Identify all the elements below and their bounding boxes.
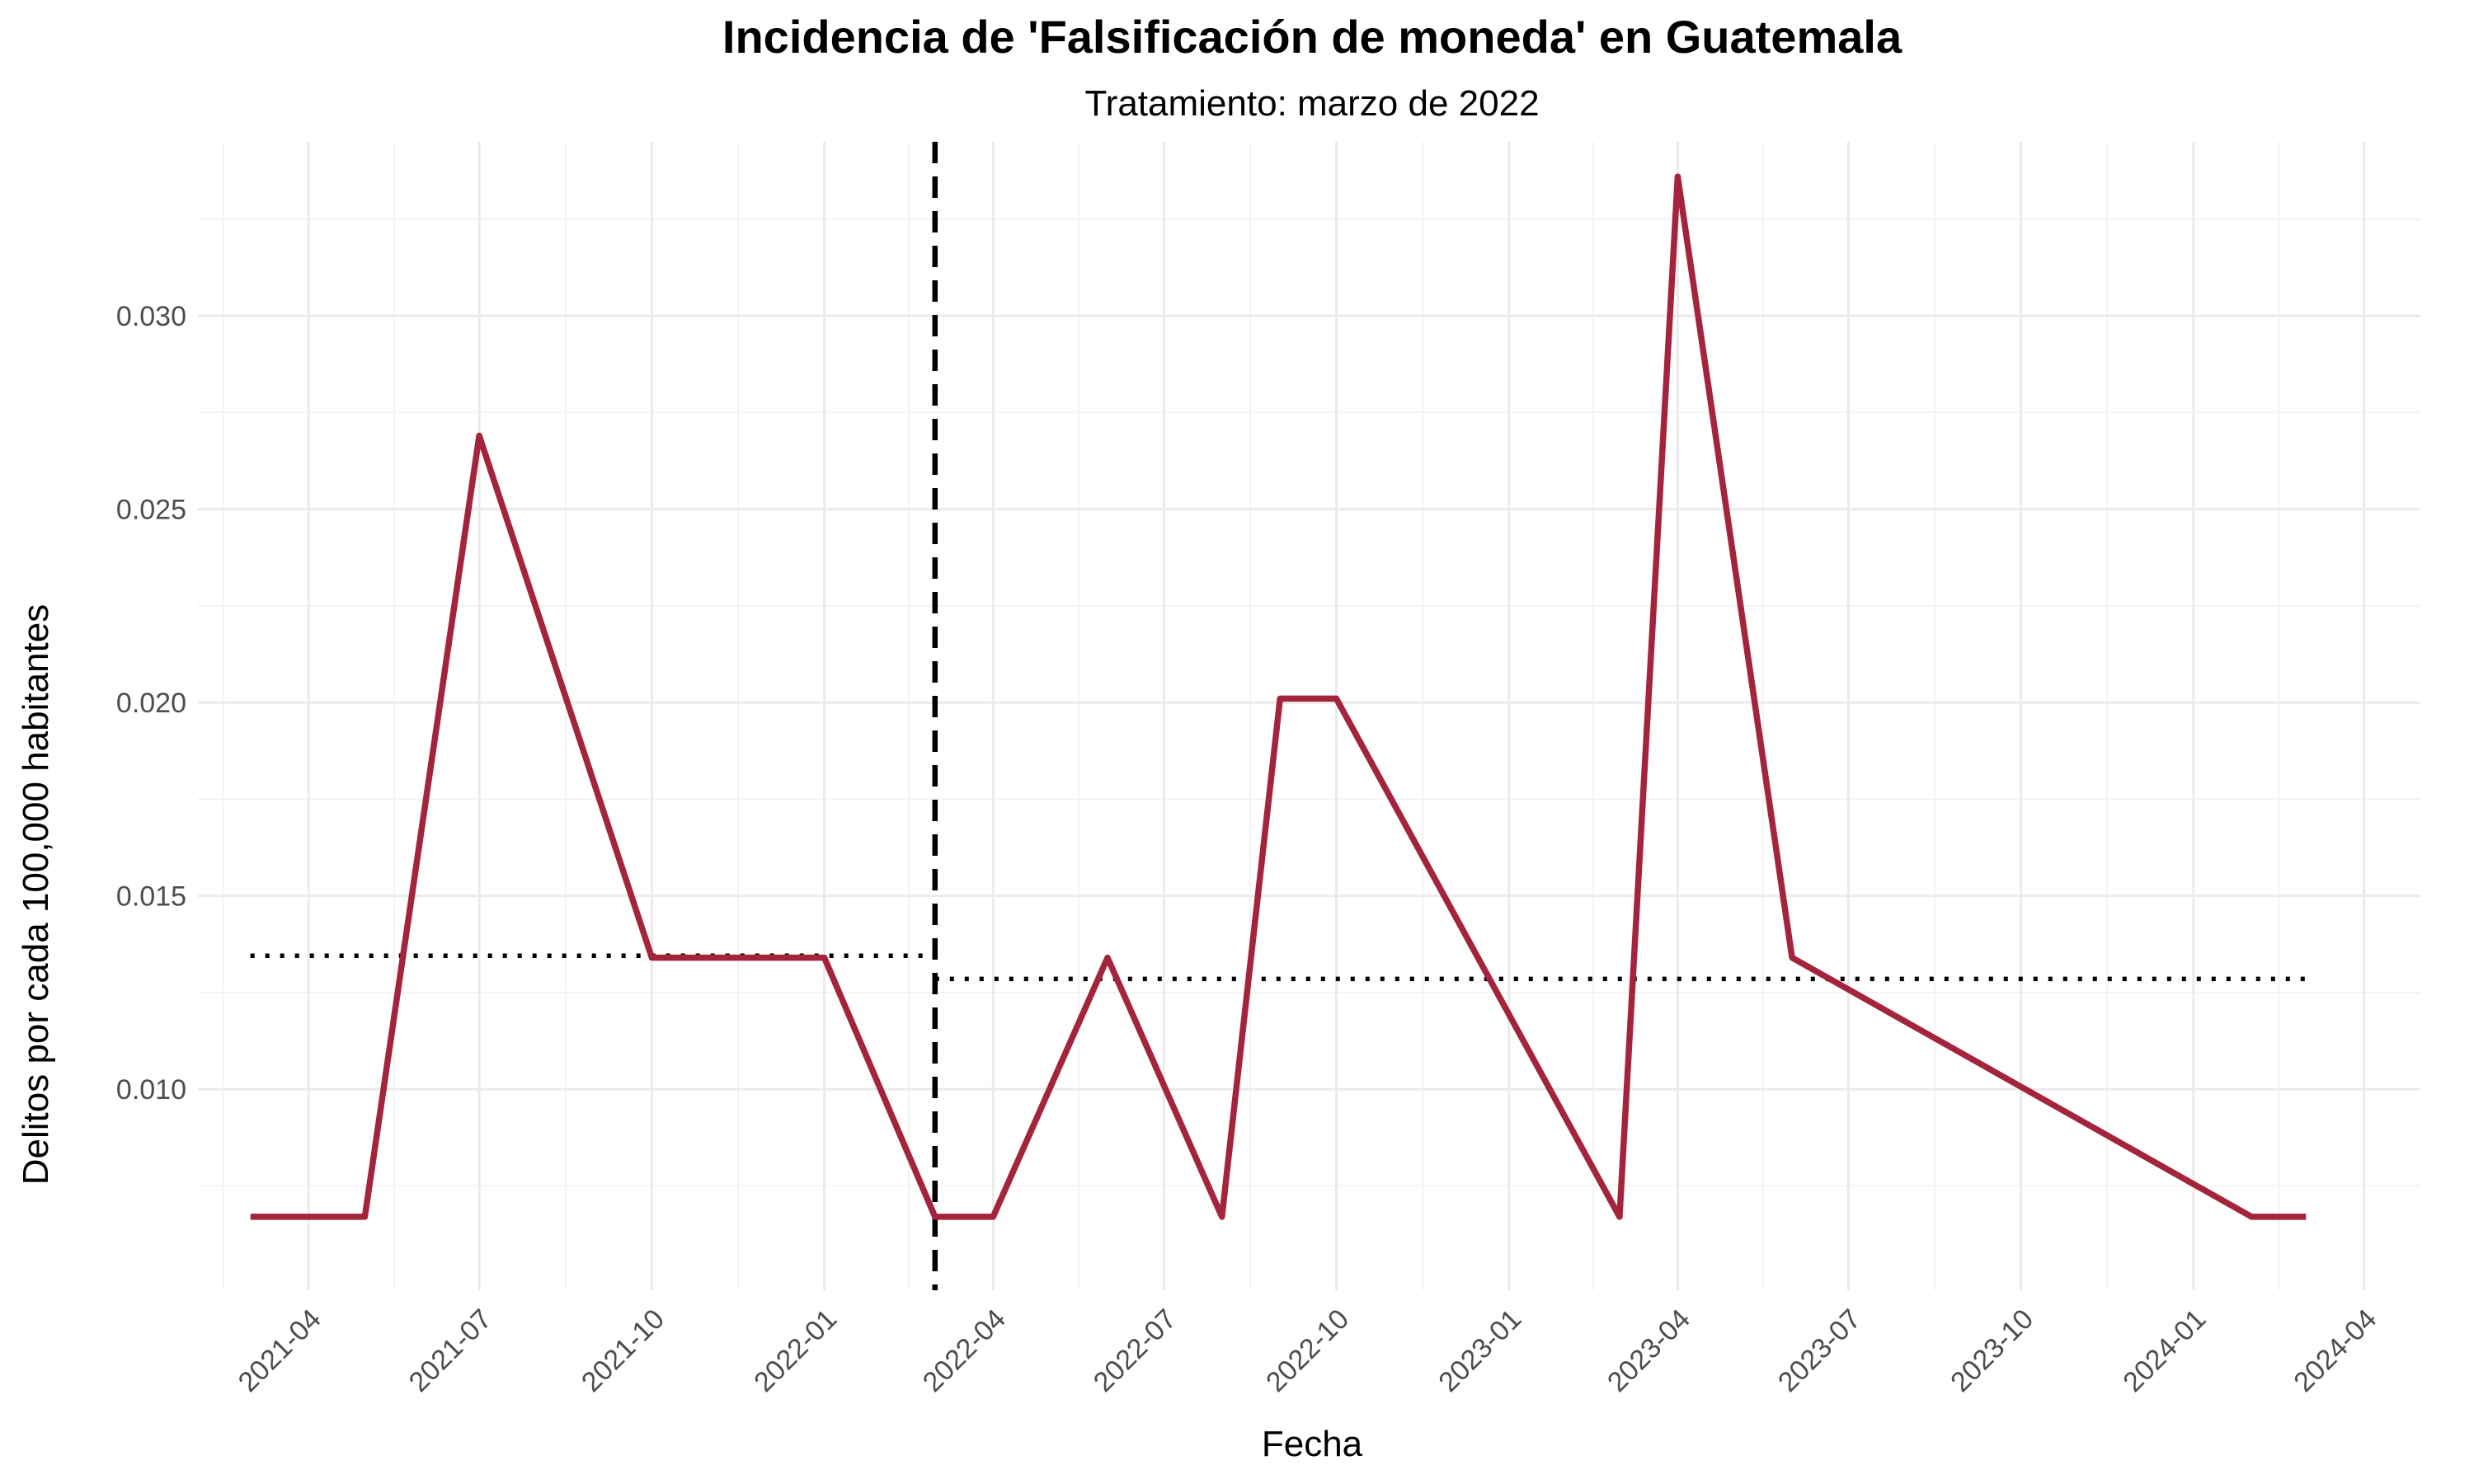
y-tick-label: 0.025 — [116, 495, 186, 526]
x-tick-label: 2023-04 — [1602, 1303, 1696, 1398]
chart-title: Incidencia de 'Falsificación de moneda' … — [722, 11, 1903, 63]
x-tick-label: 2023-01 — [1432, 1303, 1527, 1398]
x-tick-label: 2023-07 — [1772, 1303, 1867, 1398]
x-tick-label: 2022-10 — [1260, 1303, 1355, 1398]
x-tick-label: 2021-04 — [233, 1303, 327, 1398]
x-axis-tick-labels: 2021-04 2021-07 2021-10 2022-01 2022-04 2022-… — [233, 1303, 2383, 1398]
y-axis-title: Delitos por cada 100,000 habitantes — [16, 604, 56, 1186]
y-tick-label: 0.010 — [116, 1074, 186, 1106]
x-tick-label: 2021-07 — [403, 1303, 498, 1398]
y-axis-tick-labels: 0.010 0.015 0.020 0.025 0.030 — [116, 301, 186, 1106]
x-tick-label: 2024-04 — [2288, 1303, 2382, 1398]
x-tick-label: 2024-01 — [2117, 1303, 2212, 1398]
x-axis-title: Fecha — [1262, 1424, 1363, 1464]
x-tick-label: 2022-04 — [917, 1303, 1012, 1398]
x-tick-label: 2022-07 — [1088, 1303, 1183, 1398]
series-layer — [250, 173, 2307, 1220]
y-tick-label: 0.020 — [116, 688, 186, 719]
chart-subtitle: Tratamiento: marzo de 2022 — [1084, 83, 1539, 124]
y-tick-label: 0.030 — [116, 301, 186, 332]
reference-lines — [250, 142, 2307, 1290]
x-tick-label: 2022-01 — [748, 1303, 843, 1398]
series-line — [250, 173, 2307, 1220]
y-tick-label: 0.015 — [116, 881, 186, 913]
minor-gridlines — [198, 142, 2420, 1290]
major-gridlines — [198, 142, 2420, 1290]
x-tick-label: 2021-10 — [576, 1303, 670, 1398]
x-tick-label: 2023-10 — [1945, 1303, 2039, 1398]
